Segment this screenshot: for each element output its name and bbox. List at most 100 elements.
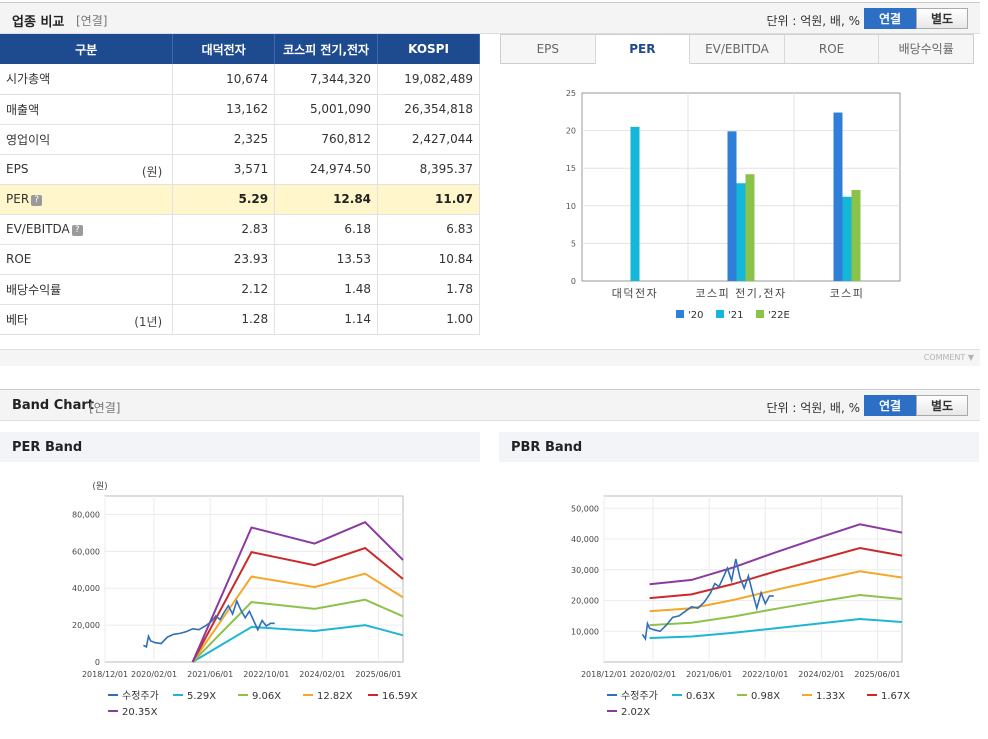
band-line bbox=[191, 598, 404, 663]
consolidation-toggle: 연결 별도 bbox=[864, 8, 968, 29]
table-cell: 2,427,044 bbox=[377, 124, 480, 155]
x-tick-label: 코스피 전기,전자 bbox=[695, 287, 786, 300]
table-cell: 3,571 bbox=[172, 154, 276, 185]
table-cell: 13.53 bbox=[274, 244, 379, 275]
table-row: 영업이익 2,325 760,812 2,427,044 bbox=[0, 124, 480, 155]
legend-label: 2.02X bbox=[621, 707, 650, 718]
band-line bbox=[649, 617, 903, 639]
legend-label: 12.82X bbox=[317, 691, 353, 702]
x-tick-label: 2018/12/01 bbox=[581, 670, 627, 679]
legend-swatch bbox=[756, 310, 764, 318]
legend-label: 1.33X bbox=[816, 691, 845, 702]
table-cell: 26,354,818 bbox=[377, 94, 480, 125]
table-cell: 1.00 bbox=[377, 304, 480, 335]
separate-button[interactable]: 별도 bbox=[916, 8, 968, 29]
row-unit: (1년) bbox=[134, 314, 163, 329]
unit-label: 단위 : 억원, 배, % bbox=[766, 14, 860, 28]
comment-toggle[interactable]: COMMENT ▼ bbox=[0, 349, 980, 366]
y-tick-label: 20 bbox=[566, 127, 576, 136]
tab-eps[interactable]: EPS bbox=[501, 35, 596, 64]
tab-ev-ebitda[interactable]: EV/EBITDA bbox=[690, 35, 785, 64]
table-cell: 12.84 bbox=[274, 184, 379, 215]
separate-button[interactable]: 별도 bbox=[916, 395, 968, 416]
table-row: EV/EBITDA? 2.83 6.18 6.83 bbox=[0, 214, 480, 245]
row-label-text: 시가총액 bbox=[6, 72, 51, 87]
bar bbox=[833, 112, 843, 281]
legend-label: 1.67X bbox=[881, 691, 910, 702]
metric-tabs: EPS PER EV/EBITDA ROE 배당수익률 bbox=[500, 34, 974, 64]
table-cell: 6.18 bbox=[274, 214, 379, 245]
table-cell: 5,001,090 bbox=[274, 94, 379, 125]
legend-label: 0.63X bbox=[686, 691, 715, 702]
table-cell: 24,974.50 bbox=[274, 154, 379, 185]
legend-label: 9.06X bbox=[252, 691, 281, 702]
consolidation-toggle: 연결 별도 bbox=[864, 395, 968, 416]
table-cell: 2.12 bbox=[172, 274, 276, 305]
table-cell: 10,674 bbox=[172, 64, 276, 95]
consolidated-button[interactable]: 연결 bbox=[864, 8, 916, 29]
col-header: 대덕전자 bbox=[172, 34, 276, 64]
legend-label: 20.35X bbox=[122, 707, 158, 718]
row-label-text: EPS bbox=[6, 162, 29, 176]
table-row: 베타 (1년) 1.28 1.14 1.00 bbox=[0, 304, 480, 335]
band-line bbox=[191, 572, 404, 663]
col-header: 코스피 전기,전자 bbox=[274, 34, 379, 64]
table-cell: 23.93 bbox=[172, 244, 276, 275]
bar bbox=[736, 183, 746, 281]
section-subtitle: [연결] bbox=[76, 14, 108, 28]
pbr-band-title: PBR Band bbox=[499, 432, 979, 462]
y-tick-label: 0 bbox=[571, 277, 576, 286]
x-tick-label: 대덕전자 bbox=[612, 287, 658, 300]
band-line bbox=[191, 546, 404, 663]
row-label: EPS (원) bbox=[0, 154, 174, 185]
x-tick-label: 2020/02/01 bbox=[131, 670, 177, 679]
row-label-text: 배당수익률 bbox=[6, 282, 62, 297]
table-row: 매출액 13,162 5,001,090 26,354,818 bbox=[0, 94, 480, 125]
legend-label: 16.59X bbox=[382, 691, 418, 702]
bar bbox=[851, 190, 861, 281]
x-tick-label: 2024/02/01 bbox=[798, 670, 844, 679]
band-line bbox=[192, 624, 404, 663]
legend-label: '21 bbox=[728, 310, 743, 321]
table-cell: 1.14 bbox=[274, 304, 379, 335]
table-row: ROE 23.93 13.53 10.84 bbox=[0, 244, 480, 275]
table-row: 배당수익률 2.12 1.48 1.78 bbox=[0, 274, 480, 305]
col-header: 구분 bbox=[0, 34, 174, 64]
row-label: 영업이익 bbox=[0, 124, 174, 155]
help-icon[interactable]: ? bbox=[31, 195, 43, 206]
table-cell: 8,395.37 bbox=[377, 154, 480, 185]
help-icon[interactable]: ? bbox=[71, 225, 83, 236]
row-unit: (원) bbox=[141, 164, 163, 179]
unit-label: 단위 : 억원, 배, % bbox=[766, 401, 860, 415]
per-bar-chart: 0 5 10 15 20 25 대덕전자 코스피 전기,전자 코스피 '20 '21 '22E bbox=[566, 89, 901, 321]
bar bbox=[630, 126, 640, 281]
row-label-text: PER bbox=[6, 192, 30, 206]
industry-compare-header: 업종 비교 [연결] 단위 : 억원, 배, % 연결 별도 bbox=[0, 2, 980, 34]
pbr-band-chart: 10,000 20,000 30,000 40,000 50,000 2018/12/01… bbox=[571, 495, 910, 718]
y-tick-label: 80,000 bbox=[72, 510, 100, 519]
tab-dividend-yield[interactable]: 배당수익률 bbox=[879, 35, 973, 64]
tab-roe[interactable]: ROE bbox=[784, 35, 880, 64]
table-cell: 5.29 bbox=[172, 184, 276, 215]
row-label-text: ROE bbox=[6, 252, 32, 266]
x-tick-label: 2025/06/01 bbox=[355, 670, 401, 679]
legend-label: 수정주가 bbox=[621, 690, 658, 702]
y-tick-label: 15 bbox=[566, 164, 576, 173]
comparison-table: 구분 대덕전자 코스피 전기,전자 KOSPI 시가총액 10,674 7,344,… bbox=[0, 34, 480, 335]
y-tick-label: 20,000 bbox=[72, 621, 100, 630]
section-title: 업종 비교 bbox=[12, 15, 65, 30]
col-header: KOSPI bbox=[377, 34, 480, 64]
x-tick-label: 2024/02/01 bbox=[299, 670, 345, 679]
table-row: PER? 5.29 12.84 11.07 bbox=[0, 184, 480, 215]
y-tick-label: 20,000 bbox=[571, 597, 599, 606]
table-cell: 1.28 bbox=[172, 304, 276, 335]
table-row: EPS (원) 3,571 24,974.50 8,395.37 bbox=[0, 154, 480, 185]
y-tick-label: 40,000 bbox=[571, 535, 599, 544]
legend-swatch bbox=[676, 310, 684, 318]
tab-per[interactable]: PER bbox=[595, 35, 691, 64]
y-tick-label: 60,000 bbox=[72, 547, 100, 556]
bar bbox=[745, 174, 755, 281]
consolidated-button[interactable]: 연결 bbox=[864, 395, 916, 416]
table-header-row: 구분 대덕전자 코스피 전기,전자 KOSPI bbox=[0, 34, 480, 64]
x-tick-label: 2020/02/01 bbox=[630, 670, 676, 679]
